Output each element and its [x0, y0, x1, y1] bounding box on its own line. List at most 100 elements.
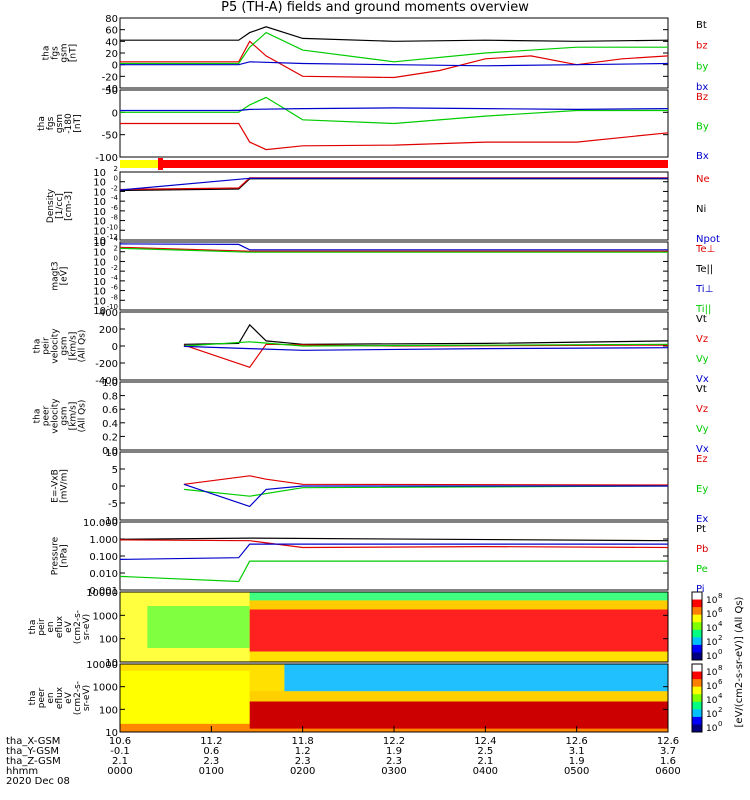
ytick-label-fgs_gsm-0: 80	[105, 14, 118, 25]
colorbar-tick-0-1: 10	[706, 610, 718, 620]
ylabel-fgs_gsm-0: tha	[42, 46, 52, 61]
ylabel-peir_spectrogram-4: eV	[64, 620, 74, 633]
legend-peir_velocity-Vx: Vx	[696, 374, 709, 385]
legend-peer_velocity-Vz: Vz	[696, 404, 708, 415]
ylabel-peir_spectrogram-6: sr-eV)	[82, 614, 92, 640]
ylabel-fgs_gse-1: fgs	[46, 116, 56, 130]
spectrogram-band-peir_spectrogram-3	[249, 600, 668, 610]
ylabel-peir_velocity-1: peir	[42, 337, 52, 355]
ephem-value-1-2: 1.2	[295, 746, 311, 757]
colorbar-cell-0-3	[692, 614, 702, 623]
series-line-density-Ne	[119, 177, 668, 191]
ephem-value-0-6: 12.6	[657, 736, 679, 747]
colorbar-cell-1-5	[692, 701, 702, 710]
spectrogram-band-peer_spectrogram-4	[284, 664, 668, 692]
spectrogram-band-peer_spectrogram-2	[249, 701, 668, 729]
colorbar-tick-0-4: 10	[706, 652, 718, 662]
ytick-label-efield-1: 5	[112, 465, 118, 476]
series-line-temperature-Te⊥	[119, 246, 668, 252]
series-line-fgs_gsm-bz	[120, 40, 669, 79]
legend-fgs_gsm-Bt: Bt	[696, 20, 707, 31]
ylabel-peer_spectrogram-2: en	[46, 692, 56, 703]
series-line-fgs_gsm-bx	[120, 61, 669, 67]
colorbar-tick-1-1: 10	[706, 682, 718, 692]
ephem-value-0-0: 10.6	[109, 736, 131, 747]
colorbar-tick-1-3: 10	[706, 710, 718, 720]
ylabel-peer_velocity-3: gsm	[60, 406, 70, 425]
colorbar-tick-1-2: 10	[706, 696, 718, 706]
ylabel-density-0: Density	[46, 188, 56, 223]
colorbar-tick-0-3: 10	[706, 638, 718, 648]
ylabel-fgs_gsm-1: fgs	[51, 46, 61, 60]
ylabel-fgs_gsm-3: [nT]	[69, 44, 79, 62]
legend-peer_velocity-Vy: Vy	[696, 424, 709, 435]
colorbar-tick-exp-0-0: 8	[718, 592, 722, 600]
colorbar-tick-exp-1-4: 0	[718, 720, 722, 728]
ylabel-temperature-0: magt3	[51, 261, 61, 290]
legend-fgs_gse-Bz: Bz	[696, 92, 708, 103]
ytick-label-density-6: 10	[93, 226, 106, 237]
legend-temperature-Ti⊥: Ti⊥	[695, 284, 713, 295]
ytick-label-peer_spectrogram-0: 10000	[86, 660, 118, 671]
series-line-fgs_gsm-Bt	[120, 26, 669, 42]
colorbar-tick-exp-1-3: 2	[718, 706, 722, 714]
ylabel-peer_spectrogram-6: sr-eV)	[82, 685, 92, 711]
ytick-label-peir_velocity-0: 400	[99, 308, 118, 319]
series-line-pressure-Pt	[119, 537, 669, 542]
ylabel-efield-0: E=-VxB	[51, 469, 61, 503]
ylabel-peer_spectrogram-5: (cm2-s-	[73, 681, 83, 715]
legend-peir_velocity-Vz: Vz	[696, 334, 708, 345]
ytick-label-fgs_gsm-2: 40	[105, 37, 118, 48]
ytick-label-peir_velocity-4: -400	[95, 376, 118, 387]
ytick-label-peer_velocity-2: 0.6	[102, 405, 118, 416]
ephem-value-2-3: 2.3	[386, 756, 402, 767]
ytick-label-peer_velocity-3: 0.4	[102, 419, 118, 430]
ytick-label-peir_velocity-1: 200	[99, 325, 118, 336]
colorbar-cell-1-7	[692, 716, 702, 725]
ytick-exp-density-1: 0	[114, 175, 118, 183]
ytick-label-density-7: 10	[93, 236, 106, 247]
colorbar-cell-1-2	[692, 679, 702, 688]
colorbar-cell-1-4	[692, 694, 702, 703]
ylabel-peer_spectrogram-0: tha	[28, 691, 38, 706]
colorbar-cell-0-1	[692, 599, 702, 608]
ytick-label-fgs_gsm-4: 0	[112, 61, 118, 72]
ephem-value-0-3: 12.2	[383, 736, 405, 747]
ytick-label-pressure-0: 10.000	[83, 518, 118, 529]
ephem-value-0-1: 11.2	[200, 736, 222, 747]
ytick-label-fgs_gse-1: 0	[112, 108, 118, 119]
series-line-pressure-Pe	[119, 560, 668, 583]
colorbar-cell-1-1	[692, 671, 702, 680]
ephem-value-0-5: 12.6	[566, 736, 588, 747]
series-line-temperature-Ti||	[119, 247, 668, 253]
ylabel-fgs_gsm-2: gsm	[60, 43, 70, 62]
ephem-value-3-0: 0000	[107, 766, 132, 777]
series-line-peir_velocity-Vx	[183, 345, 669, 351]
colorbar-cell-1-3	[692, 686, 702, 695]
ylabel-peer_spectrogram-3: eflux	[55, 686, 65, 709]
series-line-peir_velocity-Vy	[183, 341, 669, 347]
colorbar-cell-1-8	[692, 724, 702, 733]
series-line-temperature-Ti⊥	[119, 243, 668, 251]
ytick-label-fgs_gse-2: -50	[102, 131, 118, 142]
legend-fgs_gsm-bx: bx	[696, 82, 708, 93]
ylabel-fgs_gse-4: [nT]	[73, 114, 83, 132]
ylabel-density-1: [1/cc]	[55, 193, 65, 219]
colorbar-cell-0-8	[692, 652, 702, 661]
legend-temperature-Te⊥: Te⊥	[695, 244, 715, 255]
colorbar-cell-0-0	[692, 592, 702, 601]
colorbar-tick-exp-0-1: 6	[718, 606, 723, 614]
colorbar-tick-exp-0-3: 2	[718, 634, 722, 642]
ylabel-peer_velocity-4: [km/s]	[69, 402, 79, 431]
ytick-label-density-4: 10	[93, 207, 106, 218]
spectrogram-band-peer_spectrogram-3	[249, 691, 668, 702]
colorbar-tick-0-0: 10	[706, 596, 718, 606]
ytick-label-peer_spectrogram-2: 100	[99, 705, 118, 716]
colorbar-cell-0-2	[692, 607, 702, 616]
ytick-exp-density-5: -8	[111, 214, 118, 222]
ytick-exp-temperature-3: -2	[111, 264, 118, 272]
ytick-label-fgs_gsm-6: -40	[102, 84, 118, 95]
legend-density-Ni: Ni	[696, 204, 706, 215]
